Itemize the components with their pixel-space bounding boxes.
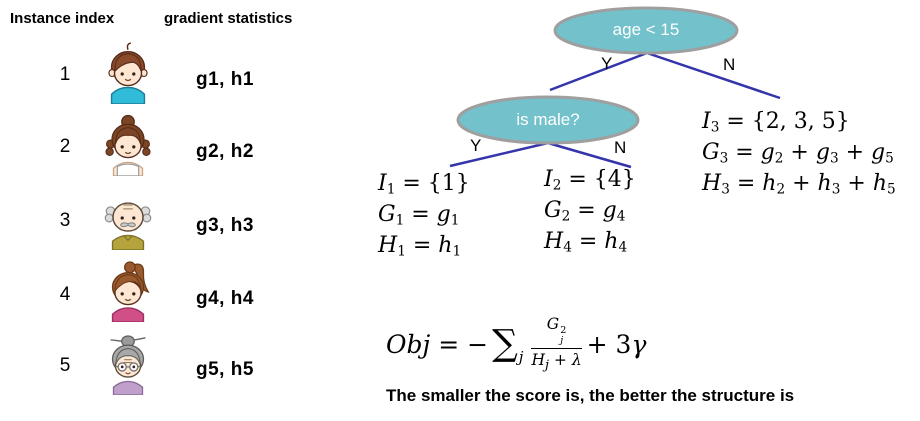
- boy-avatar-icon: [99, 42, 157, 104]
- child-node-ellipse: [456, 95, 640, 145]
- root-node-label: age < 15: [612, 20, 680, 39]
- leaf1-g-sum: G1 = g1: [378, 202, 460, 229]
- summation-symbol: ∑: [492, 322, 518, 364]
- instance-number: 5: [59, 355, 71, 376]
- gradient-stats-value: g5, h5: [196, 359, 254, 380]
- summation-index: j: [518, 348, 524, 366]
- instance-number: 2: [59, 136, 71, 157]
- gradient-stats-value: g1, h1: [196, 69, 254, 90]
- girl-avatar-icon: [99, 114, 157, 176]
- objective-prefix: Obj = −: [386, 329, 489, 359]
- old-man-avatar-icon: [99, 188, 157, 250]
- child-yes-edge: [449, 141, 549, 168]
- gradient-statistics-header: gradient statistics: [164, 10, 293, 27]
- instance-number: 3: [59, 210, 71, 231]
- leaf2-h-sum: H4 = h4: [544, 229, 628, 256]
- root-yes-edge: [549, 51, 648, 92]
- leaf2-statistics: I2 = {4} G2 = g4 H4 = h4: [544, 164, 636, 257]
- gradient-stats-value: g2, h2: [196, 141, 254, 162]
- child-no-label: N: [614, 138, 627, 157]
- gradient-stats-value: g4, h4: [196, 288, 254, 309]
- root-yes-label: Y: [601, 54, 613, 73]
- caption-text: The smaller the score is, the better the…: [386, 386, 795, 405]
- leaf3-set: I3 = {2, 3, 5}: [702, 109, 850, 136]
- leaf3-h-sum: H3 = h2 + h3 + h5: [702, 171, 896, 198]
- child-node-label: is male?: [516, 110, 580, 129]
- root-no-edge: [646, 51, 781, 100]
- leaf3-statistics: I3 = {2, 3, 5} G3 = g2 + g3 + g5 H3 = h2…: [702, 106, 896, 199]
- leaf1-statistics: I1 = {1} G1 = g1 H1 = h1: [378, 168, 470, 261]
- leaf3-g-sum: G3 = g2 + g3 + g5: [702, 140, 894, 167]
- woman-avatar-icon: [99, 260, 157, 322]
- instance-number: 1: [59, 64, 71, 85]
- instance-index-header: Instance index: [10, 10, 115, 27]
- root-no-label: N: [723, 55, 736, 74]
- old-woman-avatar-icon: [99, 333, 157, 395]
- instance-number: 4: [59, 284, 71, 305]
- leaf2-g-sum: G2 = g4: [544, 198, 626, 225]
- leaf1-set: I1 = {1}: [378, 171, 470, 198]
- root-node-ellipse: [553, 6, 739, 55]
- objective-suffix: + 3γ: [586, 329, 647, 359]
- leaf1-h-sum: H1 = h1: [378, 233, 462, 260]
- leaf2-set: I2 = {4}: [544, 167, 636, 194]
- child-yes-label: Y: [470, 136, 482, 155]
- child-no-edge: [547, 141, 632, 169]
- gradient-stats-value: g3, h3: [196, 215, 254, 236]
- fraction-denominator: Hj + λ: [531, 351, 582, 374]
